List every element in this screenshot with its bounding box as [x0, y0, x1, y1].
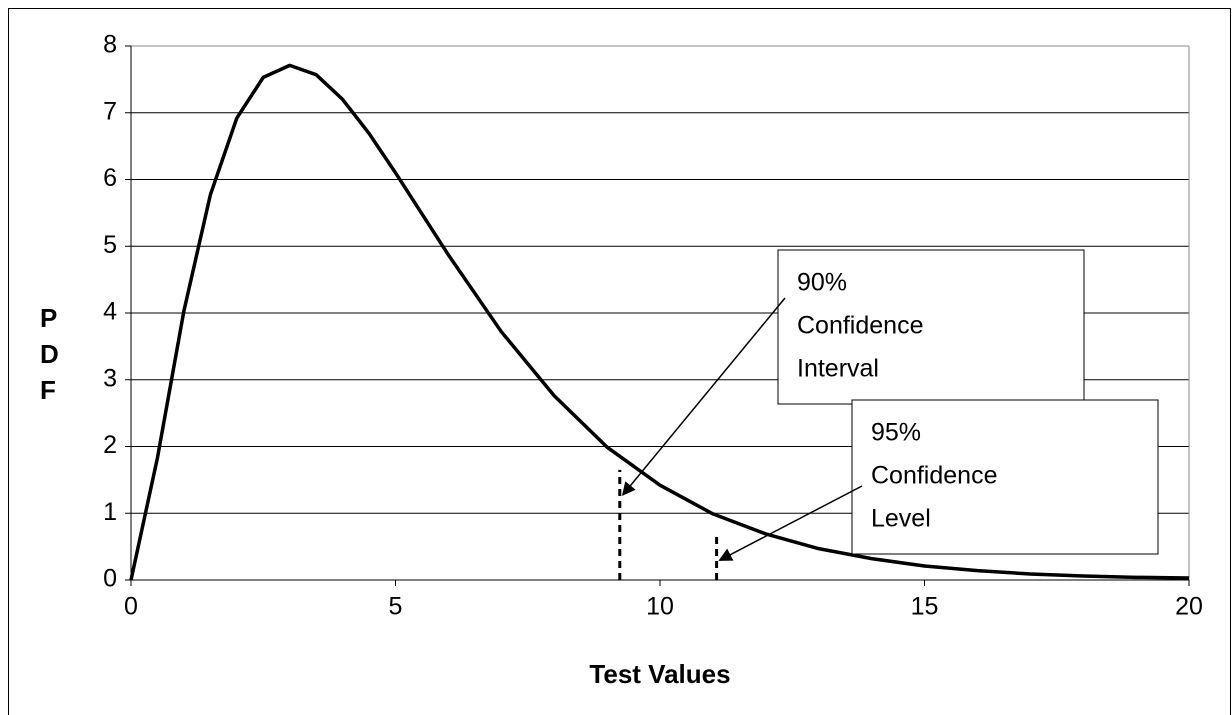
y-tick-label: 4 — [103, 298, 117, 326]
y-tick-label: 5 — [103, 231, 117, 259]
x-tick-label: 0 — [124, 593, 138, 621]
annotation-arrow — [718, 485, 863, 561]
annotation-box — [777, 249, 1085, 405]
y-tick-label: 2 — [103, 431, 117, 459]
x-tick-label: 10 — [646, 593, 674, 621]
annotation-text: Confidence — [871, 462, 997, 490]
annotation-text: 95% — [871, 419, 921, 447]
x-tick-label: 20 — [1175, 593, 1203, 621]
y-tick-label: 6 — [103, 164, 117, 192]
y-tick-label: 0 — [103, 565, 117, 593]
y-tick-label: 8 — [103, 31, 117, 59]
annotation-text: Level — [871, 505, 931, 533]
pdf-line — [129, 63, 1190, 581]
y-axis-label: PDF — [40, 303, 59, 405]
annotation-box — [851, 399, 1159, 555]
x-tick-label: 15 — [911, 593, 939, 621]
x-axis-label: Test Values — [589, 659, 730, 689]
annotation-arrow — [621, 297, 786, 496]
y-tick-label: 7 — [103, 97, 117, 125]
x-tick-label: 5 — [389, 593, 403, 621]
y-tick-label: 3 — [103, 364, 117, 392]
annotation-text: Confidence — [797, 312, 923, 340]
annotation-text: Interval — [797, 355, 879, 383]
y-tick-label: 1 — [103, 498, 117, 526]
frame — [8, 8, 1231, 715]
annotation-text: 90% — [797, 269, 847, 297]
